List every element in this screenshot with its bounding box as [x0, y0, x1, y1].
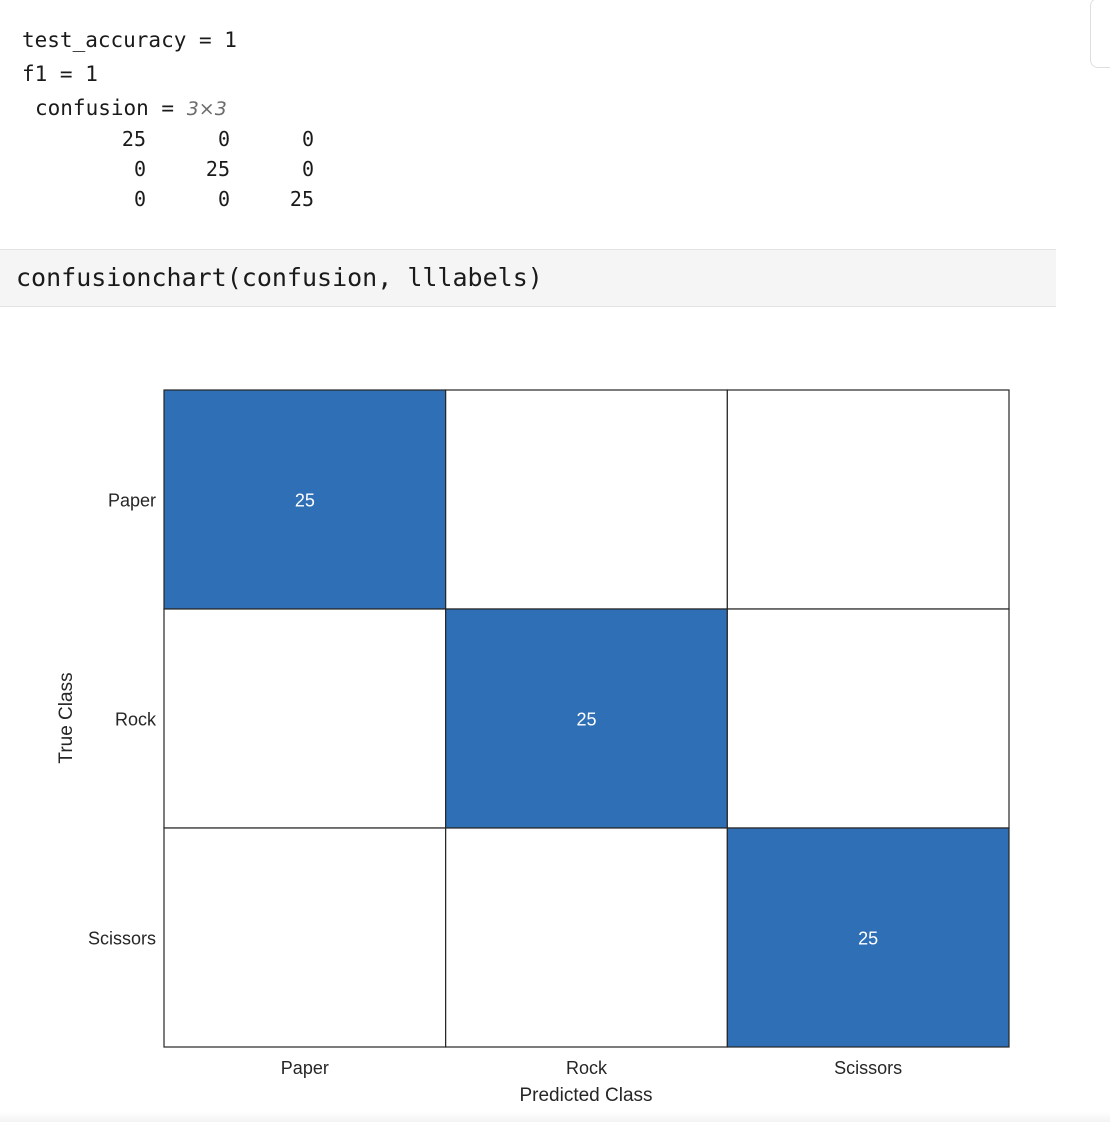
cell-value-label: 25: [576, 710, 596, 730]
y-axis-label: True Class: [56, 672, 77, 763]
heatmap-cell: [163, 827, 447, 1048]
confusion-output-header: confusion = 3×3: [35, 95, 227, 122]
x-tick-label: Rock: [566, 1058, 608, 1078]
x-tick-label: Paper: [281, 1058, 329, 1078]
code-text[interactable]: confusionchart(confusion, lllabels): [16, 263, 543, 292]
cell-value-label: 25: [858, 929, 878, 949]
x-tick-label: Scissors: [834, 1058, 902, 1078]
heatmap-cell: [726, 389, 1010, 610]
matrix-value: 0: [301, 157, 314, 181]
heatmap-cell: [163, 608, 447, 829]
matrix-value: 0: [133, 157, 146, 181]
y-tick-label: Paper: [108, 491, 156, 511]
matrix-value: 0: [133, 187, 146, 211]
matrix-value: 25: [205, 157, 230, 181]
matrix-value: 0: [217, 127, 230, 151]
heatmap-cell: [445, 608, 728, 829]
matrix-dimensions: 3×3: [186, 98, 227, 120]
output-area: test_accuracy = 1 f1 = 1 confusion = 3×3…: [0, 0, 1056, 240]
bottom-edge: [0, 1112, 1110, 1122]
heatmap-cells: [163, 389, 1010, 1048]
y-tick-label: Rock: [115, 710, 157, 730]
y-tick-labels: Paper Rock Scissors: [88, 491, 157, 949]
heatmap-cell: [445, 389, 728, 610]
cell-value-labels: 25 25 25: [295, 491, 878, 949]
matrix-value: 0: [301, 127, 314, 151]
confusion-chart-svg: 25 25 25 Paper Rock Scissors Paper Rock Scisso…: [56, 389, 1010, 1106]
x-axis-label: Predicted Class: [519, 1085, 652, 1106]
f1-output: f1 = 1: [22, 62, 98, 86]
cell-toolbar-stub[interactable]: [1090, 0, 1110, 68]
heatmap-cell: [726, 827, 1010, 1048]
test-accuracy-output: test_accuracy = 1: [22, 28, 237, 52]
y-tick-label: Scissors: [88, 929, 156, 949]
heatmap-cell: [726, 608, 1010, 829]
matrix-value: 25: [289, 187, 314, 211]
heatmap-cell: [445, 827, 728, 1048]
code-cell[interactable]: confusionchart(confusion, lllabels): [0, 249, 1056, 307]
cell-value-label: 25: [295, 491, 315, 511]
heatmap-cell: [163, 389, 447, 610]
confusion-label: confusion =: [35, 96, 187, 120]
confusion-chart: 25 25 25 Paper Rock Scissors Paper Rock Scisso…: [0, 308, 1110, 1122]
x-tick-labels: Paper Rock Scissors: [281, 1058, 902, 1078]
matrix-value: 0: [217, 187, 230, 211]
matrix-value: 25: [121, 127, 146, 151]
